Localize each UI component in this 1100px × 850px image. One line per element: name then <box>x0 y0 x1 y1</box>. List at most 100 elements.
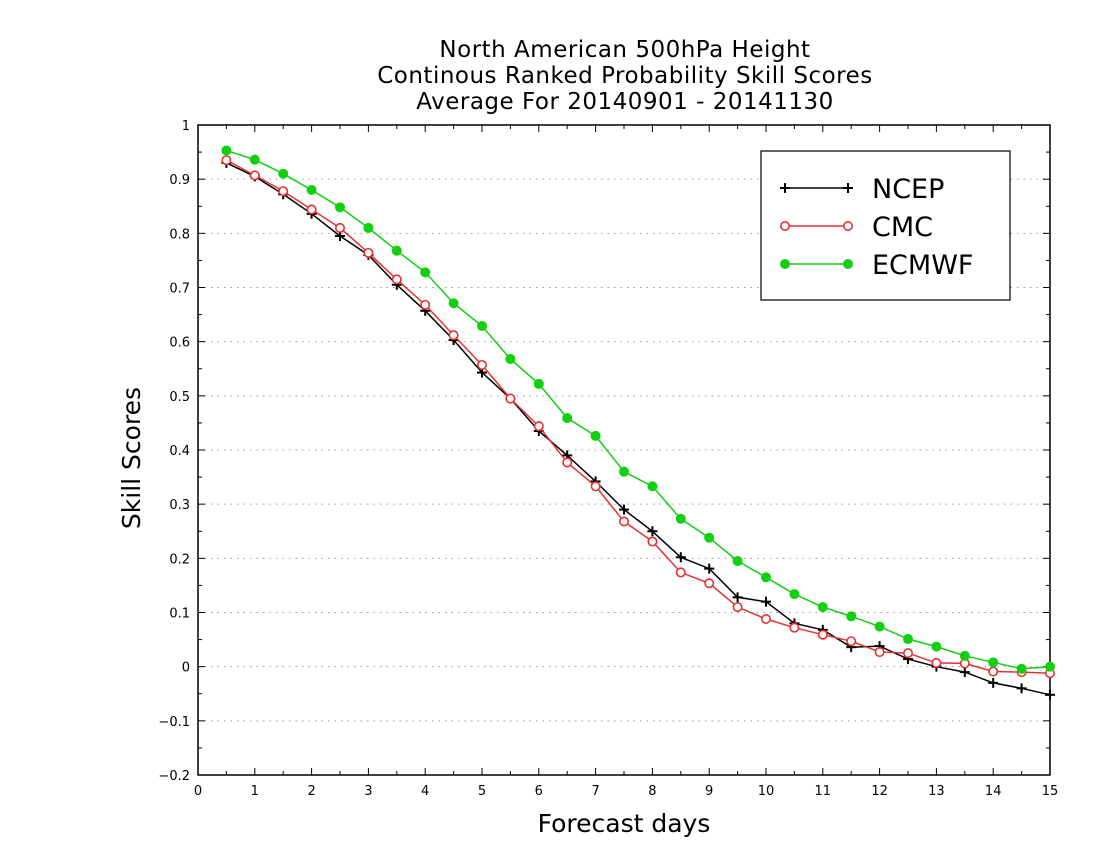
data-point-cmc <box>789 622 800 633</box>
data-point-ncep <box>704 563 715 574</box>
x-tick-label: 8 <box>648 784 656 799</box>
x-tick-label: 0 <box>194 784 202 799</box>
data-point-cmc <box>278 186 289 197</box>
data-point-cmc <box>704 578 715 589</box>
legend: NCEP CMC ECMWF <box>760 150 1011 301</box>
data-point-ecmwf <box>391 245 402 256</box>
data-point-cmc <box>732 602 743 613</box>
y-tick-label: −0.2 <box>158 769 190 784</box>
data-point-ecmwf <box>931 641 942 652</box>
data-point-ncep <box>1045 689 1055 700</box>
y-tick-label: 0.7 <box>169 282 190 297</box>
data-point-ecmwf <box>675 513 686 524</box>
data-point-ncep <box>732 592 743 603</box>
data-point-cmc <box>846 636 857 647</box>
x-tick-label: 12 <box>871 784 888 799</box>
series-cmc <box>221 155 1056 679</box>
data-point-ecmwf <box>562 413 573 424</box>
x-tick-label: 15 <box>1042 784 1059 799</box>
data-point-cmc <box>448 330 459 341</box>
x-tick-label: 2 <box>307 784 315 799</box>
data-point-cmc <box>590 481 601 492</box>
x-tick-label: 9 <box>705 784 713 799</box>
legend-label: ECMWF <box>872 250 973 281</box>
y-tick-label: 0.4 <box>169 444 190 459</box>
chart-title-line-2: Continous Ranked Probability Skill Score… <box>377 63 873 89</box>
data-point-ecmwf <box>647 481 658 492</box>
chart-title-line-1: North American 500hPa Height <box>439 37 811 63</box>
x-tick-label: 1 <box>251 784 259 799</box>
data-point-ecmwf <box>420 267 431 278</box>
data-point-ecmwf <box>1045 661 1055 672</box>
data-point-cmc <box>817 629 828 640</box>
x-tick-label: 6 <box>535 784 543 799</box>
legend-marker <box>780 259 790 269</box>
data-point-ecmwf <box>761 572 771 583</box>
y-tick-label: 0.2 <box>169 552 190 567</box>
data-point-ecmwf <box>874 621 885 632</box>
data-point-cmc <box>476 359 487 370</box>
y-tick-label: 0.1 <box>169 607 190 622</box>
axes: −0.2−0.100.10.20.30.40.50.60.70.80.910 1 2… <box>158 119 1058 799</box>
y-tick-label: 0.6 <box>169 336 190 351</box>
data-point-ecmwf <box>704 532 715 543</box>
data-point-ecmwf <box>221 145 232 156</box>
data-point-ecmwf <box>477 320 487 331</box>
data-point-cmc <box>221 155 232 166</box>
y-tick-label: −0.1 <box>158 715 190 730</box>
data-point-cmc <box>363 247 374 258</box>
y-tick-label: 0 <box>182 661 190 676</box>
data-point-cmc <box>675 567 686 578</box>
data-point-cmc <box>505 393 516 404</box>
x-tick-label: 5 <box>478 784 486 799</box>
x-tick-label: 14 <box>985 784 1002 799</box>
data-point-ecmwf <box>249 154 260 165</box>
data-point-ecmwf <box>306 185 317 195</box>
data-point-cmc <box>306 204 317 215</box>
data-point-cmc <box>249 170 260 181</box>
data-point-cmc <box>988 666 999 677</box>
data-point-cmc <box>902 648 913 659</box>
data-point-ncep <box>988 677 999 688</box>
legend-entry-ncep: NCEP <box>780 174 944 205</box>
data-point-ecmwf <box>505 354 516 364</box>
data-point-cmc <box>334 222 345 233</box>
data-point-cmc <box>931 657 942 668</box>
x-tick-label: 7 <box>591 784 599 799</box>
data-point-ecmwf <box>448 298 459 309</box>
data-point-ecmwf <box>988 657 999 668</box>
data-point-cmc <box>647 536 658 547</box>
x-tick-label: 10 <box>758 784 775 799</box>
data-point-ecmwf <box>278 168 289 179</box>
data-point-ecmwf <box>335 202 345 213</box>
y-tick-label: 0.8 <box>169 227 190 242</box>
data-point-cmc <box>533 421 544 432</box>
y-tick-label: 0.9 <box>169 173 190 188</box>
data-point-ecmwf <box>959 650 970 661</box>
data-point-cmc <box>391 274 402 285</box>
series-ecmwf <box>221 145 1055 674</box>
data-point-ecmwf <box>846 611 857 622</box>
legend-marker <box>843 259 853 269</box>
data-point-ncep <box>675 552 686 563</box>
x-tick-label: 3 <box>364 784 372 799</box>
data-point-cmc <box>874 647 885 658</box>
data-point-ecmwf <box>732 556 743 567</box>
y-tick-label: 1 <box>182 119 190 134</box>
legend-marker <box>780 183 790 193</box>
x-tick-label: 11 <box>815 784 832 799</box>
data-point-cmc <box>760 613 771 624</box>
legend-marker <box>842 221 853 232</box>
series-group <box>221 145 1056 700</box>
data-point-ecmwf <box>363 222 374 233</box>
data-point-ncep <box>1016 683 1027 694</box>
data-point-cmc <box>618 516 629 527</box>
data-point-ecmwf <box>533 378 544 389</box>
legend-label: CMC <box>872 212 933 243</box>
legend-entry-ecmwf: ECMWF <box>780 250 973 281</box>
legend-label: NCEP <box>872 174 944 205</box>
legend-entry-cmc: CMC <box>779 212 933 243</box>
y-tick-label: 0.3 <box>169 498 190 513</box>
x-tick-label: 13 <box>928 784 945 799</box>
